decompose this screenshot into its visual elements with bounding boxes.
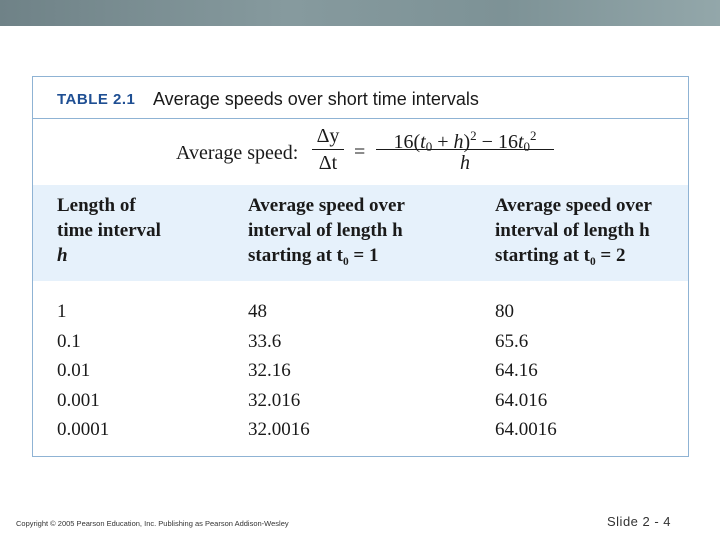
header-line: starting at t₀ = 2: [495, 245, 626, 266]
table-cell: 0.1: [57, 330, 81, 352]
column-header-length: Length of time interval h: [57, 193, 161, 268]
header-line: Average speed over: [495, 195, 652, 216]
column-header-speed-t0-2: Average speed over interval of length h …: [495, 193, 652, 268]
formula-right-numerator: 16(t0 + h)2 − 16t02: [376, 124, 554, 154]
num-part: t: [420, 131, 426, 153]
column-speed-t0-1-values: 48 33.6 32.16 32.016 32.0016: [248, 297, 310, 445]
header-line: starting at t₀ = 1: [248, 245, 379, 266]
num-part: 2: [470, 128, 477, 143]
header-line: interval of length h: [495, 220, 650, 241]
header-line: h: [57, 245, 68, 266]
copyright-notice: Copyright © 2005 Pearson Education, Inc.…: [16, 519, 289, 528]
table-cell: 65.6: [495, 330, 529, 352]
average-speed-formula: Average speed: Δy Δt = 16(t0 + h)2 − 16t…: [176, 124, 596, 176]
table-frame: TABLE 2.1 Average speeds over short time…: [32, 76, 689, 457]
num-part: t: [517, 131, 524, 153]
num-part: 0: [425, 139, 433, 154]
top-decorative-bar: [0, 0, 720, 26]
fraction-bar: [312, 149, 344, 150]
table-cell: 0.0001: [57, 419, 110, 440]
table-cell: 0.001: [57, 389, 100, 411]
column-h-values: 1 0.1 0.01 0.001 0.0001: [57, 297, 109, 445]
table-cell: 33.6: [248, 330, 282, 352]
formula-right-denominator: h: [460, 152, 470, 174]
formula-equals: =: [354, 141, 366, 163]
table-cell: 32.016: [248, 389, 301, 411]
table-header-band: Length of time interval h Average speed …: [33, 185, 688, 281]
header-line: time interval: [57, 220, 161, 241]
table-cell: 64.0016: [495, 419, 557, 440]
table-cell: 32.16: [248, 360, 291, 381]
formula-lead: Average speed:: [176, 142, 299, 164]
formula-left-numerator: Δy: [316, 125, 340, 147]
slide-number: Slide 2 - 4: [607, 514, 672, 529]
table-cell: 64.16: [495, 360, 538, 381]
num-part: ): [463, 131, 471, 153]
formula-left-fraction: Δy Δt: [312, 124, 344, 175]
column-header-speed-t0-1: Average speed over interval of length h …: [248, 193, 405, 268]
table-cell: 48: [248, 301, 267, 322]
fraction-bar: [376, 149, 554, 150]
column-speed-t0-2-values: 80 65.6 64.16 64.016 64.0016: [495, 297, 557, 445]
header-line: Length of: [57, 195, 136, 216]
table-caption: Average speeds over short time intervals: [153, 89, 479, 109]
num-part: h: [453, 131, 464, 153]
table-cell: 32.0016: [248, 419, 310, 440]
num-part: 16(: [393, 131, 421, 153]
table-title-row: TABLE 2.1 Average speeds over short time…: [33, 77, 688, 119]
table-label: TABLE 2.1: [57, 91, 136, 108]
num-part: 2: [530, 128, 537, 143]
formula-right-fraction: 16(t0 + h)2 − 16t02 h: [376, 124, 554, 175]
num-part: − 16: [476, 131, 518, 153]
header-line: interval of length h: [248, 220, 403, 241]
table-cell: 0.01: [57, 360, 91, 381]
formula-left-denominator: Δt: [318, 152, 338, 174]
table-cell: 64.016: [495, 389, 548, 411]
header-line: Average speed over: [248, 195, 405, 216]
num-part: 0: [523, 139, 531, 154]
num-part: +: [432, 131, 454, 153]
table-cell: 1: [57, 301, 67, 322]
table-cell: 80: [495, 301, 514, 322]
